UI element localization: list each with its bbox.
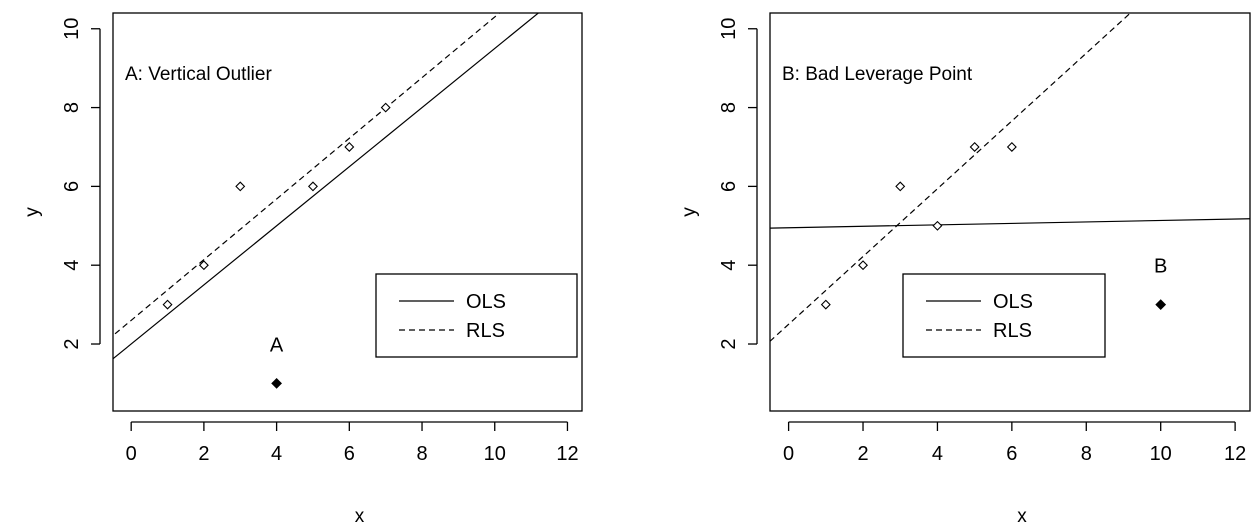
plot-frame xyxy=(769,12,1251,412)
y-tick-label: 8 xyxy=(61,102,83,113)
y-axis-label: y xyxy=(679,207,700,217)
y-tick-label: 6 xyxy=(61,181,83,192)
data-point xyxy=(162,299,173,310)
data-point xyxy=(932,220,943,231)
x-tick-label: 10 xyxy=(1150,443,1172,465)
x-tick-label: 8 xyxy=(1081,443,1092,465)
x-tick-label: 8 xyxy=(416,443,427,465)
y-tick-label: 10 xyxy=(718,18,740,40)
plot-frame xyxy=(112,12,583,412)
x-tick-label: 6 xyxy=(1006,443,1017,465)
data-point xyxy=(198,260,209,271)
outlier-point xyxy=(1155,299,1167,310)
x-tick-label: 4 xyxy=(932,443,943,465)
y-tick-label: 4 xyxy=(718,260,740,271)
panel-title: B: Bad Leverage Point xyxy=(782,64,973,85)
data-point xyxy=(380,102,391,113)
data-point xyxy=(1006,142,1017,152)
data-point xyxy=(235,181,246,192)
y-tick-label: 6 xyxy=(718,181,740,192)
rls-line xyxy=(113,13,501,337)
y-axis-label: y xyxy=(22,207,43,217)
x-tick-label: 0 xyxy=(783,443,794,465)
outlier-label: A xyxy=(270,334,284,356)
legend-label-rls: RLS xyxy=(466,320,505,342)
panel-title: A: Vertical Outlier xyxy=(125,64,272,85)
x-axis-label: x xyxy=(355,506,365,526)
data-point xyxy=(858,260,869,271)
x-tick-label: 2 xyxy=(857,443,868,465)
ols-line xyxy=(770,218,1250,229)
legend-box xyxy=(375,273,578,358)
legend-box xyxy=(902,273,1106,358)
outlier-label: B xyxy=(1154,256,1167,278)
data-point xyxy=(307,181,318,192)
outlier-point xyxy=(271,378,282,389)
data-point xyxy=(820,299,831,310)
legend-label-ols: OLS xyxy=(993,291,1033,313)
chart-panel-b: 0 2 4 6 8 10 12 x 2 4 6 8 10 y B: Bad Leverage Point B O… xyxy=(679,12,1251,526)
data-point xyxy=(344,142,355,152)
y-tick-label: 2 xyxy=(718,338,740,349)
ols-line xyxy=(113,13,540,360)
y-tick-label: 2 xyxy=(61,338,83,349)
data-point xyxy=(969,142,980,152)
data-point xyxy=(895,181,906,192)
x-tick-label: 6 xyxy=(344,443,355,465)
chart-panel-a: 0 2 4 6 8 10 12 x 2 4 6 8 10 y A: Vertical Outlier A OLS… xyxy=(22,12,583,526)
x-tick-label: 10 xyxy=(484,443,506,465)
y-tick-label: 4 xyxy=(61,260,83,271)
y-tick-label: 10 xyxy=(61,18,83,40)
x-tick-label: 12 xyxy=(556,443,578,465)
x-tick-label: 0 xyxy=(126,443,137,465)
x-axis-label: x xyxy=(1017,506,1027,526)
x-tick-label: 4 xyxy=(271,443,282,465)
x-tick-label: 2 xyxy=(198,443,209,465)
rls-line xyxy=(770,13,1132,343)
x-tick-label: 12 xyxy=(1224,443,1246,465)
legend-label-ols: OLS xyxy=(466,291,506,313)
legend-label-rls: RLS xyxy=(993,320,1032,342)
y-tick-label: 8 xyxy=(718,102,740,113)
